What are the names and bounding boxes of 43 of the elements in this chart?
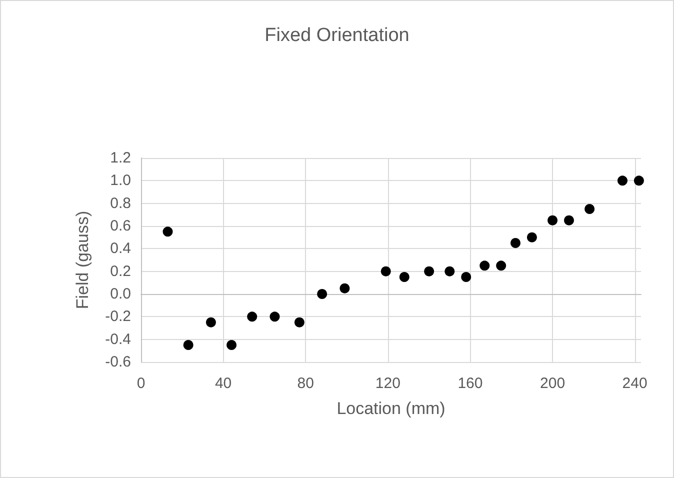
point	[270, 312, 280, 322]
point	[424, 266, 434, 276]
point	[444, 266, 455, 276]
point	[480, 260, 490, 271]
point	[317, 289, 328, 299]
point	[564, 215, 574, 226]
point	[380, 266, 391, 276]
x-tick-label: 200	[540, 375, 566, 392]
y-tick-label: 0.6	[110, 218, 131, 234]
point	[162, 226, 173, 237]
point	[294, 317, 304, 328]
point	[634, 176, 644, 186]
point	[510, 238, 520, 248]
y-tick-label: 0.4	[110, 240, 131, 258]
x-tick-label: 0	[136, 375, 146, 392]
y-axis-title: Field (gauss)	[73, 210, 92, 310]
y-tick-label: -0.4	[105, 330, 131, 348]
chart-title: Fixed Orientation	[264, 25, 410, 46]
point	[226, 340, 237, 350]
point	[548, 215, 558, 226]
y-tick-label: 1.0	[110, 172, 131, 190]
x-tick-label: 40	[214, 375, 232, 392]
point	[247, 312, 258, 322]
x-tick-label: 240	[622, 375, 648, 392]
point	[496, 260, 506, 271]
point	[183, 340, 194, 350]
point	[526, 232, 537, 242]
point	[206, 317, 216, 328]
x-axis-title: Location (mm)	[336, 399, 446, 418]
y-tick-label: 0.0	[110, 286, 131, 302]
point	[399, 272, 410, 282]
x-tick-label: 160	[458, 375, 483, 392]
point	[461, 272, 472, 282]
y-tick-label: -0.2	[105, 308, 131, 326]
y-tick-label: 0.8	[110, 194, 131, 212]
point	[340, 283, 350, 294]
x-tick-label: 80	[297, 375, 314, 392]
y-tick-label: -0.6	[105, 354, 131, 370]
y-tick-label: 0.2	[110, 262, 131, 280]
point	[584, 204, 595, 214]
x-tick-label: 120	[375, 375, 400, 392]
point	[617, 176, 628, 186]
y-tick-label: 1.2	[110, 150, 131, 166]
